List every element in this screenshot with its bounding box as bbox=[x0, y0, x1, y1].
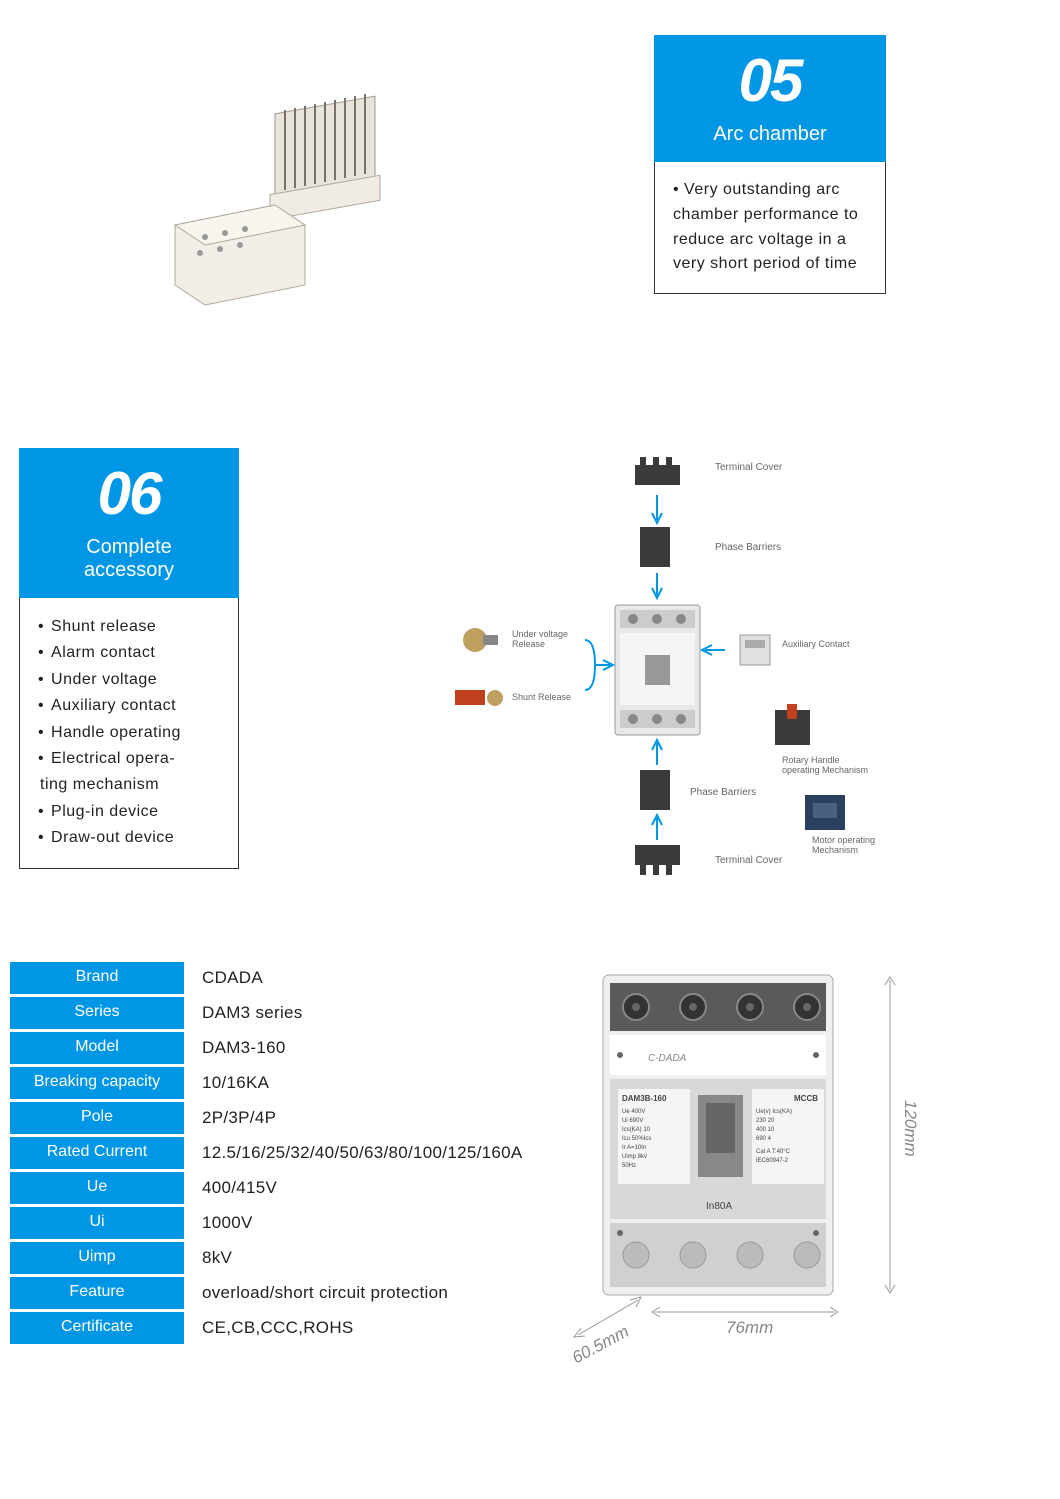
spec-table: BrandCDADA SeriesDAM3 series ModelDAM3-1… bbox=[10, 962, 546, 1347]
table-row: CertificateCE,CB,CCC,ROHS bbox=[10, 1312, 546, 1344]
list-item: Shunt release bbox=[38, 614, 220, 640]
list-item: ting mechanism bbox=[38, 772, 220, 798]
table-row: Ue400/415V bbox=[10, 1172, 546, 1204]
table-row: Pole2P/3P/4P bbox=[10, 1102, 546, 1134]
table-row: Ui1000V bbox=[10, 1207, 546, 1239]
table-row: Featureoverload/short circuit protection bbox=[10, 1277, 546, 1309]
spec-value: 1000V bbox=[184, 1207, 546, 1239]
svg-text:Ir A=10In: Ir A=10In bbox=[622, 1145, 646, 1151]
table-row: ModelDAM3-160 bbox=[10, 1032, 546, 1064]
diagram-label: Shunt Release bbox=[512, 692, 571, 702]
svg-text:In80A: In80A bbox=[706, 1201, 732, 1212]
spec-label: Uimp bbox=[10, 1242, 184, 1274]
card-05-title: Arc chamber bbox=[674, 123, 866, 146]
table-row: SeriesDAM3 series bbox=[10, 997, 546, 1029]
spec-label: Pole bbox=[10, 1102, 184, 1134]
card-06-title: Complete accessory bbox=[39, 536, 219, 582]
list-item: Electrical opera- bbox=[38, 746, 220, 772]
list-item: Handle operating bbox=[38, 720, 220, 746]
card-05-body: • Very outstanding arc chamber performan… bbox=[654, 162, 886, 294]
breaker-product-image: C-DADA DAM3B-160 Ue 400V Ui 690V Ics(KA)… bbox=[588, 965, 868, 1325]
spec-value: DAM3-160 bbox=[184, 1032, 546, 1064]
svg-text:C-DADA: C-DADA bbox=[648, 1053, 687, 1064]
diagram-label: Under voltage bbox=[512, 629, 568, 639]
svg-text:50Hz: 50Hz bbox=[622, 1163, 636, 1169]
spec-label: Series bbox=[10, 997, 184, 1029]
spec-value: 8kV bbox=[184, 1242, 546, 1274]
card-05-header: 05 Arc chamber bbox=[654, 35, 886, 162]
spec-value: 10/16KA bbox=[184, 1067, 546, 1099]
svg-text:Cat A T:40°C: Cat A T:40°C bbox=[756, 1149, 791, 1155]
spec-value: 12.5/16/25/32/40/50/63/80/100/125/160A bbox=[184, 1137, 546, 1169]
spec-value: DAM3 series bbox=[184, 997, 546, 1029]
svg-text:400 10: 400 10 bbox=[756, 1127, 775, 1133]
accessory-diagram: Terminal Cover Phase Barriers Under bbox=[430, 445, 930, 885]
diagram-label: Phase Barriers bbox=[690, 787, 756, 798]
svg-text:MCCB: MCCB bbox=[794, 1094, 818, 1103]
svg-text:Ics(KA) 10: Ics(KA) 10 bbox=[622, 1127, 651, 1133]
spec-label: Brand bbox=[10, 962, 184, 994]
spec-label: Certificate bbox=[10, 1312, 184, 1344]
diagram-label: Terminal Cover bbox=[715, 855, 783, 866]
svg-text:Uimp 8kv: Uimp 8kv bbox=[622, 1154, 647, 1160]
spec-label: Feature bbox=[10, 1277, 184, 1309]
diagram-label: Motor operating bbox=[812, 835, 875, 845]
diagram-label: Phase Barriers bbox=[715, 542, 781, 553]
diagram-label: Auxiliary Contact bbox=[782, 639, 850, 649]
card-06-header: 06 Complete accessory bbox=[19, 448, 239, 598]
spec-value: 400/415V bbox=[184, 1172, 546, 1204]
list-item: Under voltage bbox=[38, 667, 220, 693]
arc-chamber-image bbox=[110, 40, 460, 350]
spec-label: Ue bbox=[10, 1172, 184, 1204]
table-row: Breaking capacity10/16KA bbox=[10, 1067, 546, 1099]
svg-text:690 4: 690 4 bbox=[756, 1136, 772, 1142]
spec-label: Ui bbox=[10, 1207, 184, 1239]
spec-value: CE,CB,CCC,ROHS bbox=[184, 1312, 546, 1344]
spec-value: overload/short circuit protection bbox=[184, 1277, 546, 1309]
card-06-number: 06 bbox=[39, 464, 219, 524]
spec-label: Rated Current bbox=[10, 1137, 184, 1169]
diagram-label: Release bbox=[512, 639, 545, 649]
dim-width-label: 76mm bbox=[726, 1318, 773, 1338]
spec-value: 2P/3P/4P bbox=[184, 1102, 546, 1134]
list-item: Alarm contact bbox=[38, 640, 220, 666]
diagram-label: Terminal Cover bbox=[715, 462, 783, 473]
diagram-label: operating Mechanism bbox=[782, 765, 868, 775]
card-05-description: • Very outstanding arc chamber performan… bbox=[673, 178, 867, 277]
svg-text:IEC60947-2: IEC60947-2 bbox=[756, 1158, 789, 1164]
card-06-list: Shunt release Alarm contact Under voltag… bbox=[38, 614, 220, 852]
svg-text:Ue(v) Ics(KA): Ue(v) Ics(KA) bbox=[756, 1109, 792, 1115]
table-row: BrandCDADA bbox=[10, 962, 546, 994]
list-item: Draw-out device bbox=[38, 825, 220, 851]
card-06-body: Shunt release Alarm contact Under voltag… bbox=[19, 598, 239, 869]
card-06: 06 Complete accessory Shunt release Alar… bbox=[19, 448, 239, 869]
dim-height-label: 120mm bbox=[900, 1100, 920, 1157]
diagram-label: Rotary Handle bbox=[782, 755, 840, 765]
diagram-label: Mechanism bbox=[812, 845, 858, 855]
list-item: Plug-in device bbox=[38, 799, 220, 825]
spec-label: Breaking capacity bbox=[10, 1067, 184, 1099]
spec-label: Model bbox=[10, 1032, 184, 1064]
spec-value: CDADA bbox=[184, 962, 546, 994]
table-row: Rated Current12.5/16/25/32/40/50/63/80/1… bbox=[10, 1137, 546, 1169]
card-05: 05 Arc chamber • Very outstanding arc ch… bbox=[654, 35, 886, 294]
svg-text:Icu 50%Ics: Icu 50%Ics bbox=[622, 1136, 651, 1142]
svg-text:DAM3B-160: DAM3B-160 bbox=[622, 1094, 667, 1103]
list-item: Auxiliary contact bbox=[38, 693, 220, 719]
svg-text:Ui 690V: Ui 690V bbox=[622, 1118, 643, 1124]
svg-text:Ue 400V: Ue 400V bbox=[622, 1109, 645, 1115]
card-05-number: 05 bbox=[674, 51, 866, 111]
table-row: Uimp8kV bbox=[10, 1242, 546, 1274]
svg-text:230 20: 230 20 bbox=[756, 1118, 775, 1124]
